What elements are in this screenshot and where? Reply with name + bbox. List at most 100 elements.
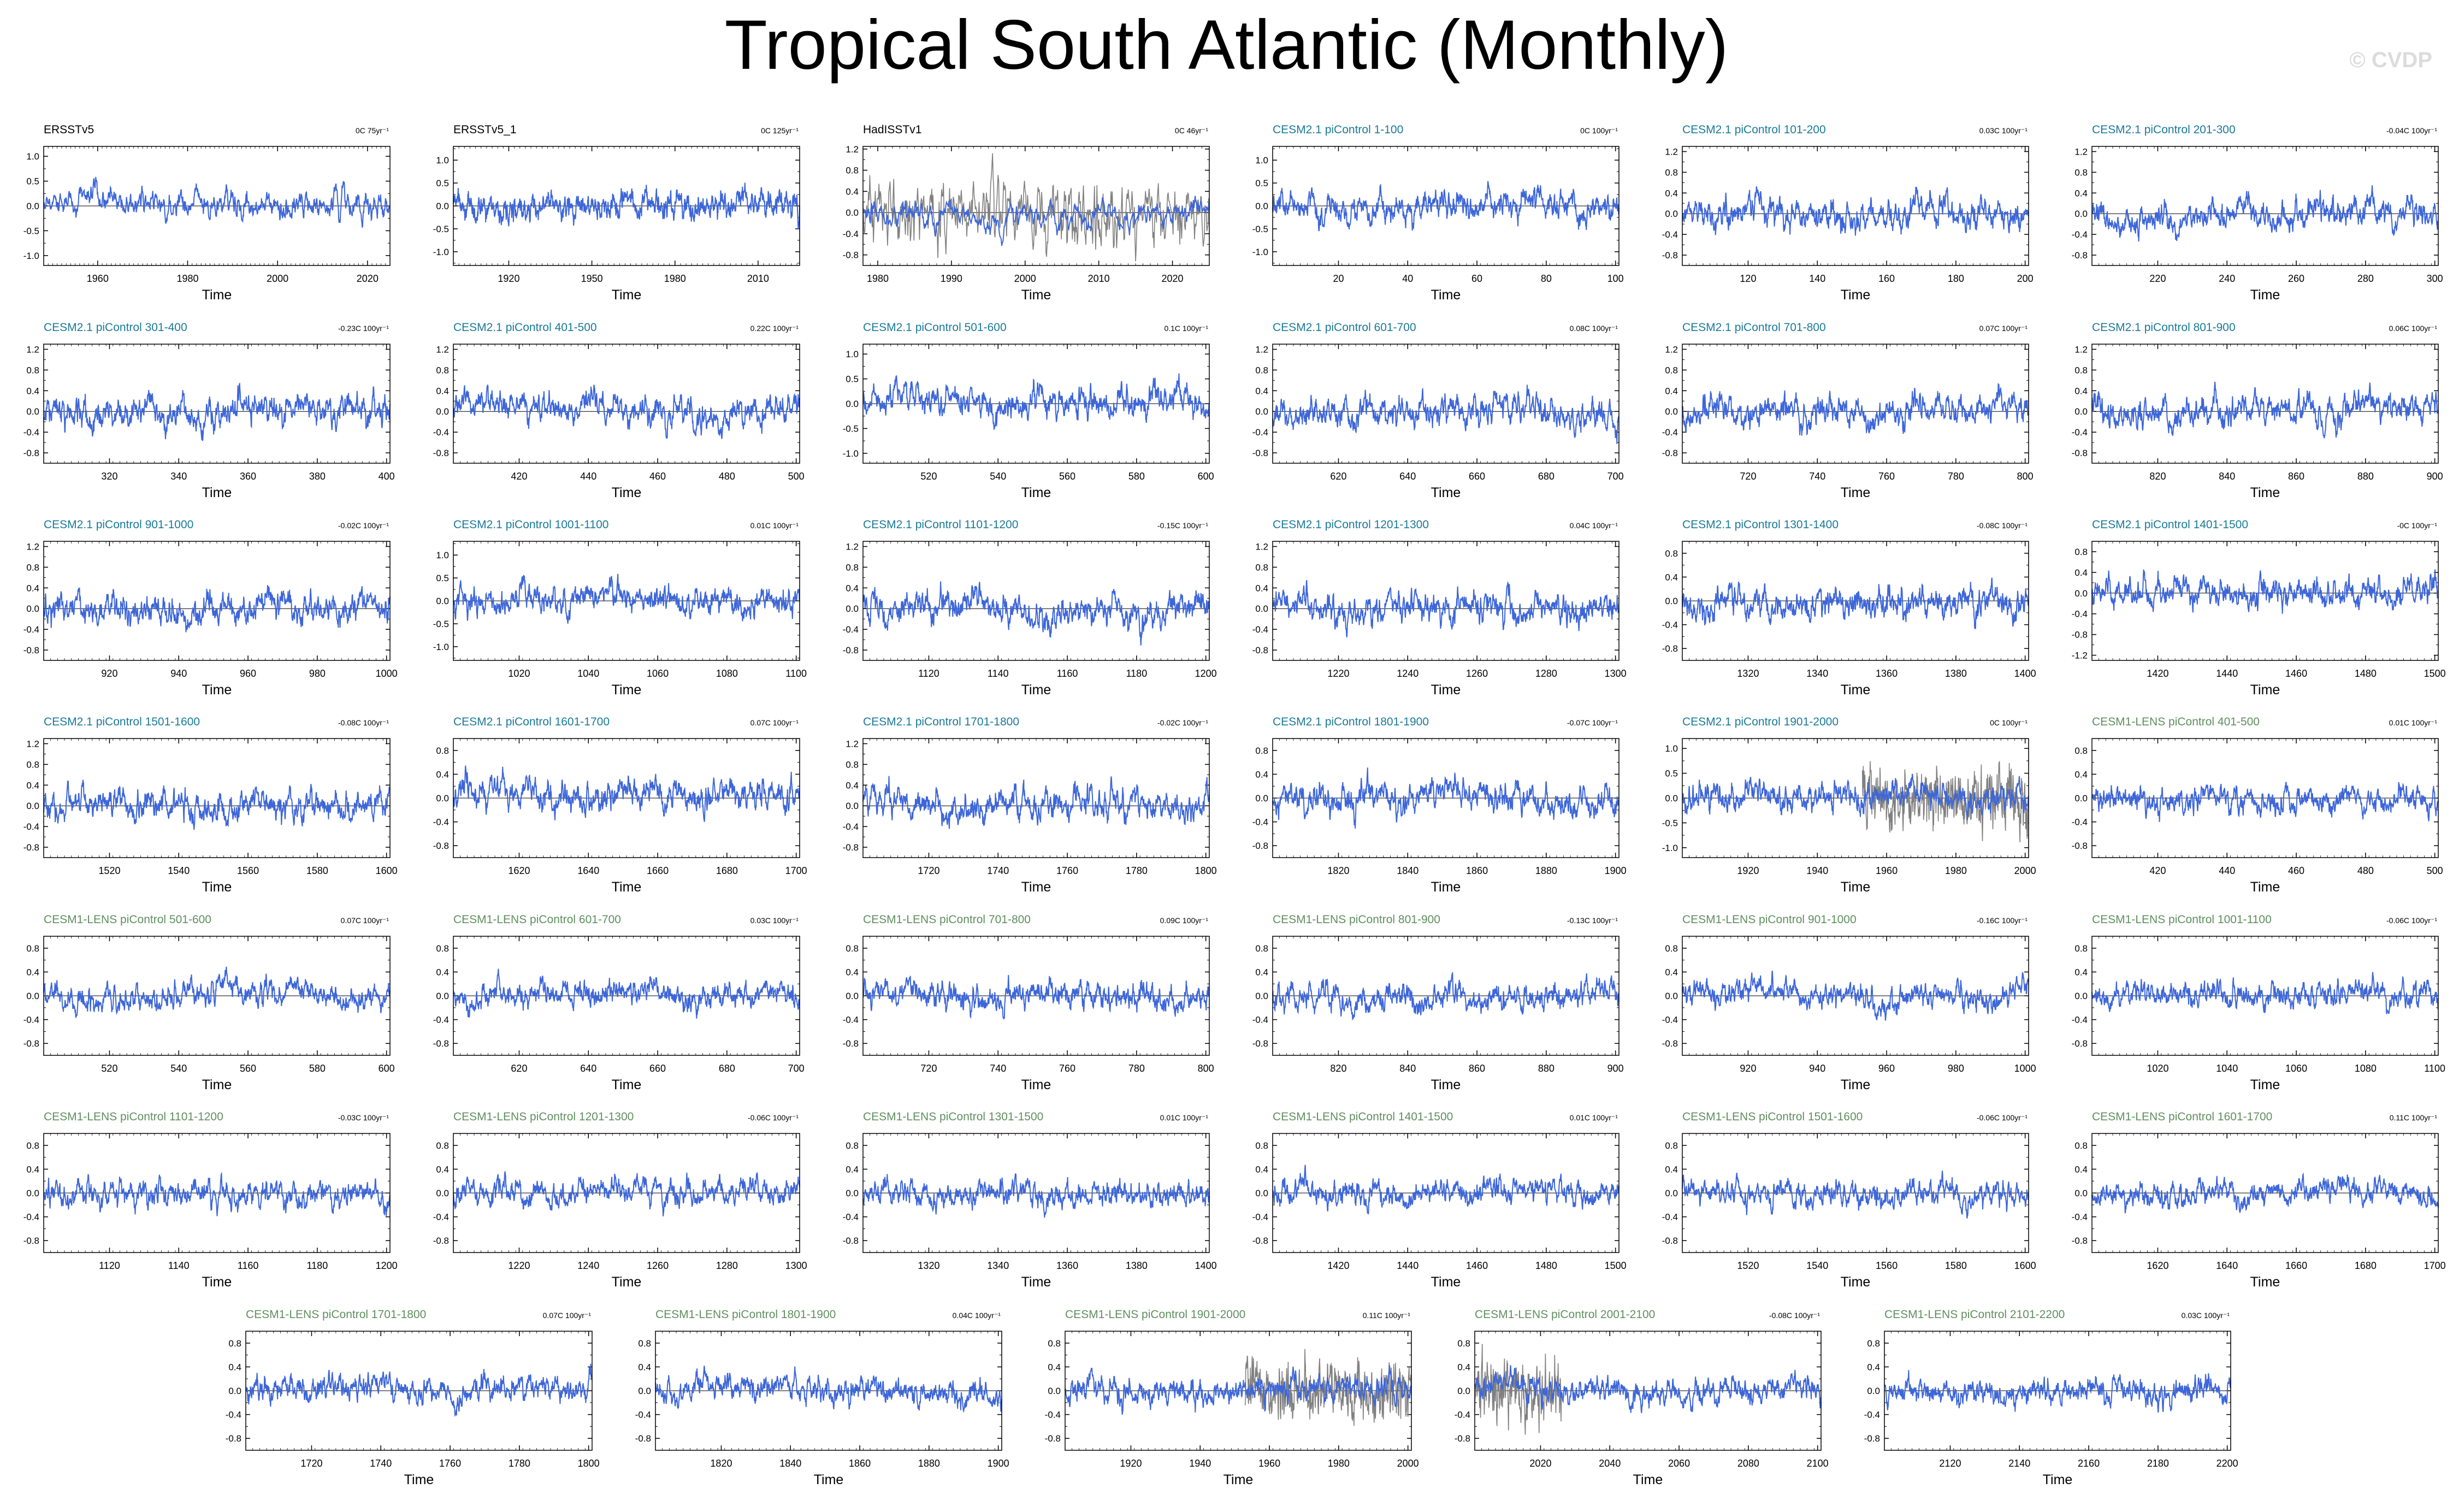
x-tick-label: 860 bbox=[1469, 1063, 1485, 1074]
x-tick-label: 1100 bbox=[785, 668, 807, 679]
series-line bbox=[2091, 381, 2439, 439]
y-tick-label: 0.5 bbox=[436, 573, 449, 583]
series-line bbox=[862, 581, 1210, 646]
x-tick-label: 780 bbox=[1128, 1063, 1145, 1074]
y-tick-label: -0.8 bbox=[843, 1038, 859, 1049]
y-tick-label: 1.2 bbox=[26, 344, 39, 355]
x-tick-label: 1940 bbox=[1806, 865, 1828, 876]
x-tick-label: 1000 bbox=[2014, 1063, 2036, 1074]
x-tick-label: 1980 bbox=[664, 273, 686, 284]
y-tick-label: -0.5 bbox=[433, 619, 449, 629]
x-tick-label: 1120 bbox=[918, 668, 939, 679]
chart-panel-26: CESM1-LENS piControl 601-700 0.03C 100yr⁻… bbox=[433, 913, 805, 1092]
y-tick-label: -0.8 bbox=[433, 1038, 449, 1049]
x-tick-label: 1280 bbox=[1535, 668, 1557, 679]
chart-panel-9: CESM2.1 piControl 501-600 0.1C 100yr⁻¹ -1.… bbox=[843, 321, 1214, 500]
x-tick-label: 240 bbox=[2219, 273, 2235, 284]
y-tick-label: -0.4 bbox=[1662, 427, 1678, 438]
y-tick-label: -0.8 bbox=[433, 448, 449, 458]
x-tick-label: 400 bbox=[379, 471, 395, 482]
chart-panel-30: CESM1-LENS piControl 1001-1100 -0.06C 100… bbox=[2072, 913, 2445, 1092]
y-tick-label: 0.4 bbox=[2074, 967, 2088, 977]
x-tick-label: 920 bbox=[101, 668, 117, 679]
plot-frame bbox=[453, 738, 800, 858]
x-tick-label: 1060 bbox=[647, 668, 669, 679]
panel-title: CESM1-LENS piControl 901-1000 bbox=[1682, 913, 1857, 926]
chart-panel-15: CESM2.1 piControl 1101-1200 -0.15C 100yr⁻… bbox=[843, 518, 1217, 698]
series-line bbox=[1682, 970, 2029, 1021]
y-tick-label: 0.4 bbox=[26, 780, 39, 790]
x-axis-label: Time bbox=[2250, 879, 2280, 895]
x-tick-label: 840 bbox=[2219, 471, 2235, 482]
y-tick-label: 1.2 bbox=[26, 541, 39, 552]
y-tick-label: -0.8 bbox=[23, 842, 39, 853]
panel-trend-label: -0.08C 100yr⁻¹ bbox=[338, 718, 389, 727]
y-tick-label: 0.4 bbox=[846, 967, 859, 977]
figure-title: Tropical South Atlantic (Monthly) bbox=[724, 6, 1729, 84]
y-tick-label: 0.8 bbox=[1255, 365, 1268, 375]
plot-frame bbox=[862, 936, 1210, 1056]
x-axis-label: Time bbox=[1431, 287, 1461, 303]
x-tick-label: 660 bbox=[1469, 471, 1485, 482]
chart-panel-18: CESM2.1 piControl 1401-1500 -0C 100yr⁻¹ -1… bbox=[2072, 518, 2446, 698]
y-tick-label: 1.0 bbox=[436, 155, 449, 166]
y-tick-label: 0.0 bbox=[26, 604, 39, 614]
y-tick-label: 0.4 bbox=[2074, 769, 2088, 779]
series-line bbox=[453, 968, 800, 1019]
y-tick-label: 1.0 bbox=[436, 550, 449, 560]
x-tick-label: 940 bbox=[170, 668, 187, 679]
y-tick-label: 0.0 bbox=[1665, 596, 1678, 606]
panel-title: ERSSTv5_1 bbox=[453, 123, 517, 136]
x-tick-label: 800 bbox=[1198, 1063, 1214, 1074]
y-tick-label: -0.5 bbox=[1252, 224, 1268, 234]
series-line bbox=[1682, 383, 2029, 436]
panel-trend-label: 0C 100yr⁻¹ bbox=[1580, 126, 1618, 135]
y-tick-label: 0.4 bbox=[1255, 967, 1268, 977]
y-tick-label: -0.8 bbox=[1662, 1038, 1678, 1049]
x-tick-label: 500 bbox=[788, 471, 805, 482]
y-tick-label: -1.0 bbox=[843, 448, 859, 459]
x-tick-label: 1920 bbox=[498, 273, 519, 284]
y-tick-label: -0.8 bbox=[843, 250, 859, 261]
panel-trend-label: 0.07C 100yr⁻¹ bbox=[750, 718, 799, 727]
x-tick-label: 980 bbox=[309, 668, 326, 679]
x-tick-label: 480 bbox=[2357, 865, 2374, 876]
panel-title: CESM2.1 piControl 1101-1200 bbox=[863, 518, 1018, 531]
plot-frame bbox=[453, 541, 800, 661]
x-tick-label: 800 bbox=[2017, 471, 2034, 482]
plot-frame bbox=[1272, 541, 1619, 661]
panel-trend-label: 0.08C 100yr⁻¹ bbox=[1570, 324, 1618, 333]
y-tick-label: 0.4 bbox=[1665, 386, 1678, 396]
panel-title: CESM1-LENS piControl 1101-1200 bbox=[44, 1111, 223, 1123]
x-tick-label: 140 bbox=[1809, 273, 1825, 284]
y-tick-label: -1.0 bbox=[433, 642, 449, 652]
x-tick-label: 460 bbox=[649, 471, 666, 482]
plot-frame bbox=[2091, 146, 2439, 266]
x-tick-label: 1560 bbox=[237, 865, 259, 876]
x-tick-label: 940 bbox=[1809, 1063, 1825, 1074]
x-tick-label: 1740 bbox=[987, 865, 1009, 876]
y-tick-label: -0.8 bbox=[1662, 643, 1678, 654]
y-tick-label: -0.4 bbox=[23, 1212, 39, 1222]
panel-trend-label: -0.16C 100yr⁻¹ bbox=[1977, 916, 2028, 925]
x-tick-label: 880 bbox=[1538, 1063, 1554, 1074]
y-tick-label: -0.8 bbox=[1252, 645, 1268, 655]
panel-trend-label: -0.13C 100yr⁻¹ bbox=[1567, 916, 1618, 925]
y-tick-label: 0.4 bbox=[26, 583, 39, 593]
y-tick-label: 0.0 bbox=[846, 399, 859, 409]
x-tick-label: 1160 bbox=[1057, 668, 1078, 679]
y-tick-label: 0.0 bbox=[2074, 793, 2088, 804]
panel-trend-label: 0.07C 100yr⁻¹ bbox=[1979, 324, 2028, 333]
y-tick-label: 1.0 bbox=[1665, 743, 1678, 754]
x-tick-label: 1220 bbox=[1327, 668, 1349, 679]
chart-panel-25: CESM1-LENS piControl 501-600 0.07C 100yr⁻… bbox=[23, 913, 395, 1092]
series-line bbox=[43, 176, 391, 228]
series-line bbox=[453, 765, 800, 822]
series-line bbox=[43, 779, 391, 830]
y-tick-label: 0.0 bbox=[846, 991, 859, 1001]
chart-panel-24: CESM1-LENS piControl 401-500 0.01C 100yr⁻… bbox=[2072, 716, 2443, 895]
y-tick-label: -0.8 bbox=[23, 448, 39, 458]
chart-panel-27: CESM1-LENS piControl 701-800 0.09C 100yr⁻… bbox=[843, 913, 1214, 1092]
x-tick-label: 1060 bbox=[2285, 1063, 2307, 1074]
x-tick-label: 1380 bbox=[1945, 668, 1967, 679]
